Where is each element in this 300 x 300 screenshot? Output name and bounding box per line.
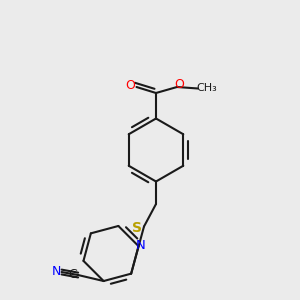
Text: S: S (132, 221, 142, 235)
Text: O: O (175, 78, 184, 91)
Text: C: C (68, 268, 77, 281)
Text: CH₃: CH₃ (196, 83, 217, 93)
Text: O: O (125, 79, 135, 92)
Text: N: N (136, 239, 146, 252)
Text: N: N (52, 265, 61, 278)
